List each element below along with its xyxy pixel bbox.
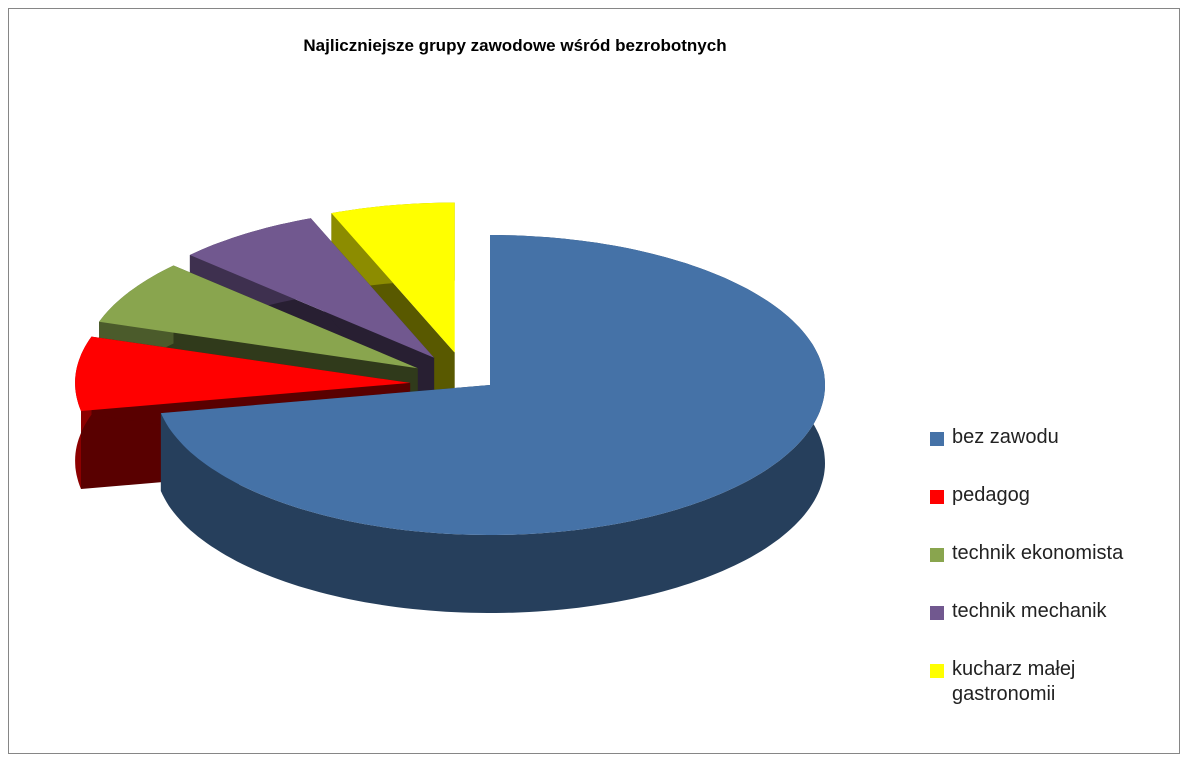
legend-item: bez zawodu (930, 425, 1152, 450)
legend-label: bez zawodu (952, 426, 1059, 448)
legend-label: pedagog (952, 484, 1030, 506)
legend-label: technik mechanik (952, 600, 1107, 622)
legend-swatch (930, 432, 944, 446)
slice-top (160, 235, 825, 535)
chart-frame (8, 8, 1180, 754)
slice-top (189, 218, 435, 358)
legend: bez zawodu pedagog technik ekonomista techn… (930, 425, 1170, 740)
legend-item: kucharz małej gastronomii (930, 657, 1152, 707)
chart-title: Najliczniejsze grupy zawodowe wśród bezr… (303, 36, 727, 55)
legend-label: kucharz małej gastronomii (952, 658, 1076, 705)
legend-swatch (930, 548, 944, 562)
legend-swatch (930, 490, 944, 504)
legend-item: technik mechanik (930, 599, 1152, 624)
legend-item: technik ekonomista (930, 541, 1152, 566)
legend-item: pedagog (930, 483, 1152, 508)
legend-swatch (930, 664, 944, 678)
legend-label: technik ekonomista (952, 542, 1124, 564)
slice-top (331, 202, 455, 353)
legend-swatch (930, 606, 944, 620)
slice-top (75, 336, 411, 411)
slice-top (99, 265, 418, 369)
